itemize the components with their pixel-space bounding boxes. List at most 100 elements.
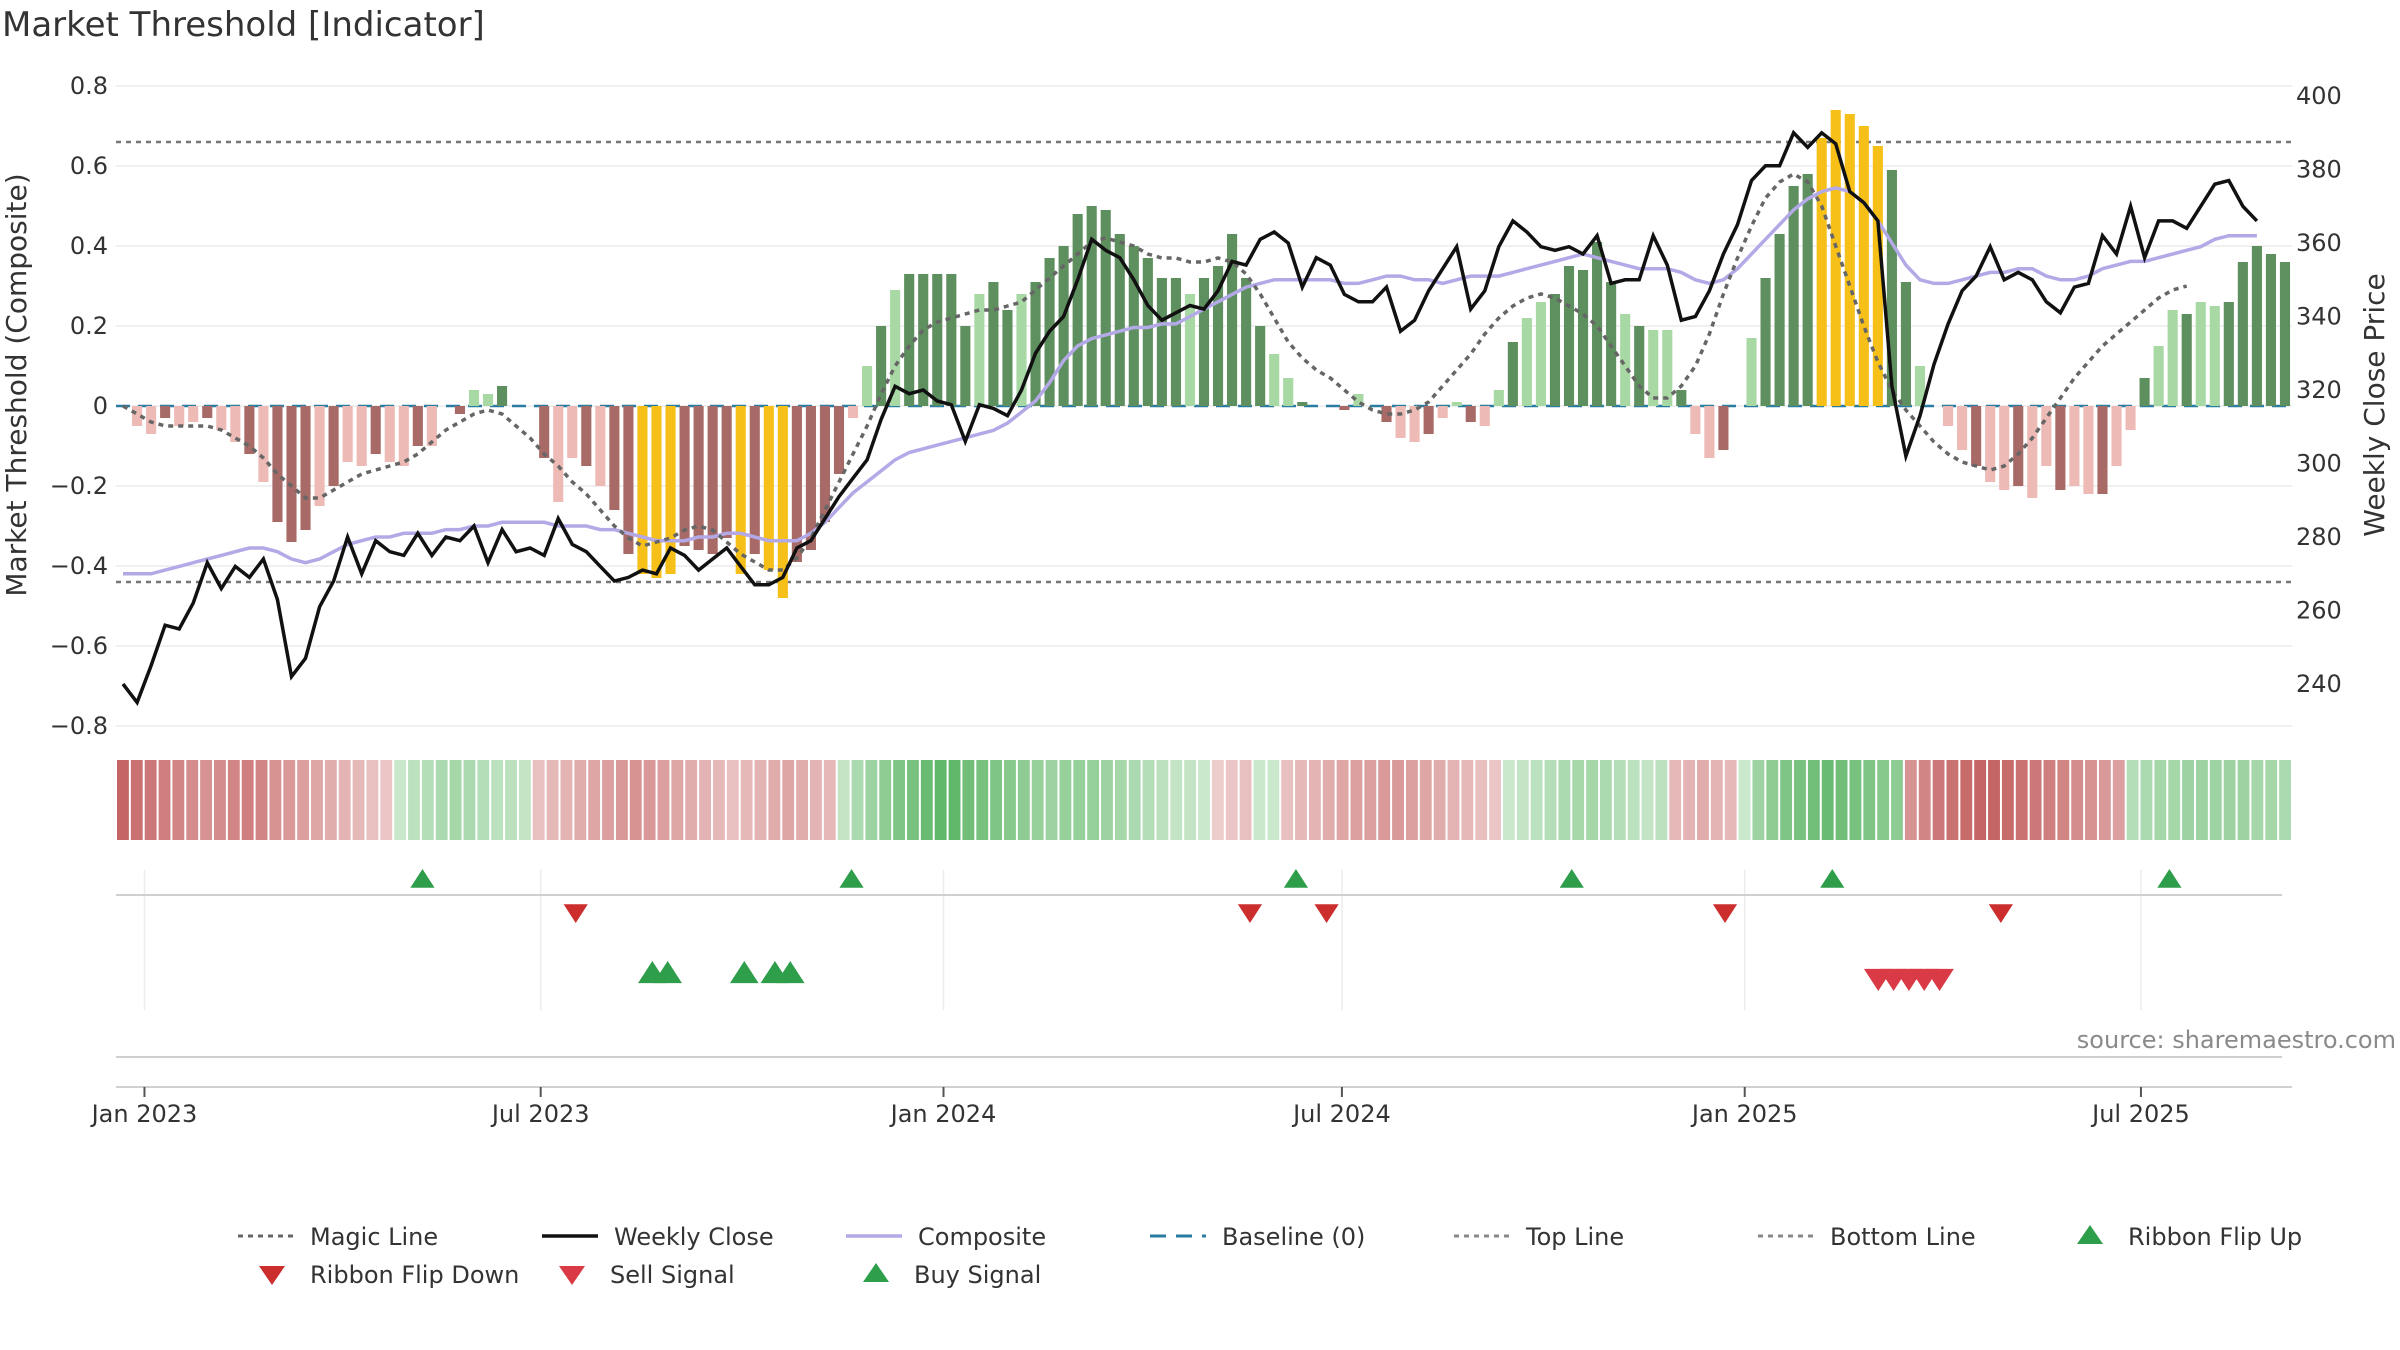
ribbon-cell xyxy=(1918,760,1931,840)
composite-bar xyxy=(1535,302,1546,406)
ribbon-cell xyxy=(1835,760,1848,840)
legend-item: Ribbon Flip Down xyxy=(259,1261,519,1289)
composite-bar xyxy=(890,290,901,406)
legend-label: Ribbon Flip Up xyxy=(2128,1223,2302,1251)
composite-bar xyxy=(1142,258,1153,406)
composite-bar xyxy=(1198,278,1210,406)
composite-bar xyxy=(1662,330,1673,406)
composite-bar xyxy=(1227,234,1238,406)
ribbon-cell xyxy=(920,760,933,840)
ribbon-cell xyxy=(1669,760,1682,840)
composite-bar xyxy=(1577,270,1589,406)
composite-bar xyxy=(862,366,873,406)
composite-bar xyxy=(2279,262,2291,406)
ribbon-cell xyxy=(463,760,476,840)
composite-bar xyxy=(1914,366,1926,406)
ribbon-cell xyxy=(408,760,420,840)
legend-label: Buy Signal xyxy=(914,1261,1041,1289)
ribbon-cell xyxy=(712,760,725,840)
composite-bar xyxy=(482,394,494,406)
legend-item: Weekly Close xyxy=(542,1223,774,1251)
ribbon-cell xyxy=(1170,760,1183,840)
composite-bar xyxy=(1170,278,1181,406)
composite-bar xyxy=(833,406,845,474)
composite-bar xyxy=(1816,138,1827,406)
left-y-axis-title: Market Threshold (Composite) xyxy=(0,173,33,596)
ribbon-cell xyxy=(934,760,947,840)
ribbon-cell xyxy=(1073,760,1086,840)
composite-bar xyxy=(1451,402,1462,406)
ribbon-cell xyxy=(144,760,157,840)
ribbon-flip-up-marker xyxy=(1820,869,1845,888)
ribbon-cell xyxy=(754,760,767,840)
composite-bar xyxy=(2111,406,2122,466)
composite-bar xyxy=(174,406,185,426)
composite-bar xyxy=(1114,234,1125,406)
right-y-tick-label: 360 xyxy=(2296,229,2342,257)
x-tick-label: Jul 2023 xyxy=(490,1100,590,1128)
legend-swatch xyxy=(259,1266,285,1285)
legend-item: Magic Line xyxy=(238,1223,438,1251)
ribbon-cell xyxy=(1946,760,1959,840)
composite-bar xyxy=(1030,282,1041,406)
composite-bar xyxy=(918,274,929,406)
x-tick-label: Jul 2025 xyxy=(2090,1100,2190,1128)
ribbon-cell xyxy=(699,760,711,840)
composite-bar xyxy=(412,406,423,446)
ribbon-cell xyxy=(907,760,919,840)
composite-bar xyxy=(539,406,550,458)
composite-bar xyxy=(1465,406,1476,422)
ribbon-cell xyxy=(615,760,628,840)
sell-signal-marker xyxy=(1925,968,1954,991)
composite-bar xyxy=(595,406,606,486)
legend-item: Bottom Line xyxy=(1758,1223,1976,1251)
ribbon-cell xyxy=(1683,760,1696,840)
composite-bar xyxy=(1704,406,1715,458)
ribbon-cell xyxy=(1101,760,1113,840)
composite-bar xyxy=(679,406,690,546)
legend-label: Ribbon Flip Down xyxy=(310,1261,519,1289)
ribbon-cell xyxy=(1780,760,1793,840)
composite-bar xyxy=(1676,390,1687,406)
ribbon-cell xyxy=(976,760,989,840)
ribbon-cell xyxy=(2182,760,2194,840)
composite-bar xyxy=(1086,206,1097,406)
ribbon-cell xyxy=(2126,760,2139,840)
ribbon-flip-up-marker xyxy=(839,869,864,888)
ribbon-cell xyxy=(2043,760,2056,840)
ribbon-cell xyxy=(352,760,365,840)
ribbon-cell xyxy=(2251,760,2264,840)
ribbon-cell xyxy=(2029,760,2042,840)
ribbon-cell xyxy=(893,760,906,840)
composite-line xyxy=(123,186,2257,576)
legend: Magic Line Weekly Close Composite Baseline … xyxy=(238,1223,2302,1289)
ribbon-cell xyxy=(158,760,171,840)
composite-bar xyxy=(609,406,620,510)
ribbon-cell xyxy=(1017,760,1030,840)
buy-signal-marker xyxy=(653,961,682,984)
composite-bar xyxy=(454,406,466,414)
composite-bar xyxy=(1409,406,1420,442)
ribbon-cell xyxy=(1433,760,1446,840)
ribbon-cell xyxy=(962,760,975,840)
ribbon-flip-up-marker xyxy=(410,869,435,888)
right-y-tick-label: 300 xyxy=(2296,450,2342,478)
right-y-tick-label: 320 xyxy=(2296,376,2342,404)
ribbon-cell xyxy=(1419,760,1432,840)
ribbon-cell xyxy=(435,760,448,840)
ribbon-cell xyxy=(1807,760,1820,840)
ribbon-cell xyxy=(380,760,393,840)
ribbon-cell xyxy=(2265,760,2278,840)
composite-bar xyxy=(370,406,381,454)
composite-bar xyxy=(2237,262,2248,406)
ribbon-cell xyxy=(948,760,961,840)
ribbon-cell xyxy=(214,760,226,840)
ribbon-cell xyxy=(1267,760,1280,840)
ribbon-cell xyxy=(1613,760,1626,840)
composite-bar xyxy=(468,390,480,406)
source-label: source: sharemaestro.com xyxy=(2077,1026,2396,1054)
ribbon-cell xyxy=(546,760,559,840)
composite-bar xyxy=(988,282,999,406)
ribbon-cell xyxy=(311,760,323,840)
